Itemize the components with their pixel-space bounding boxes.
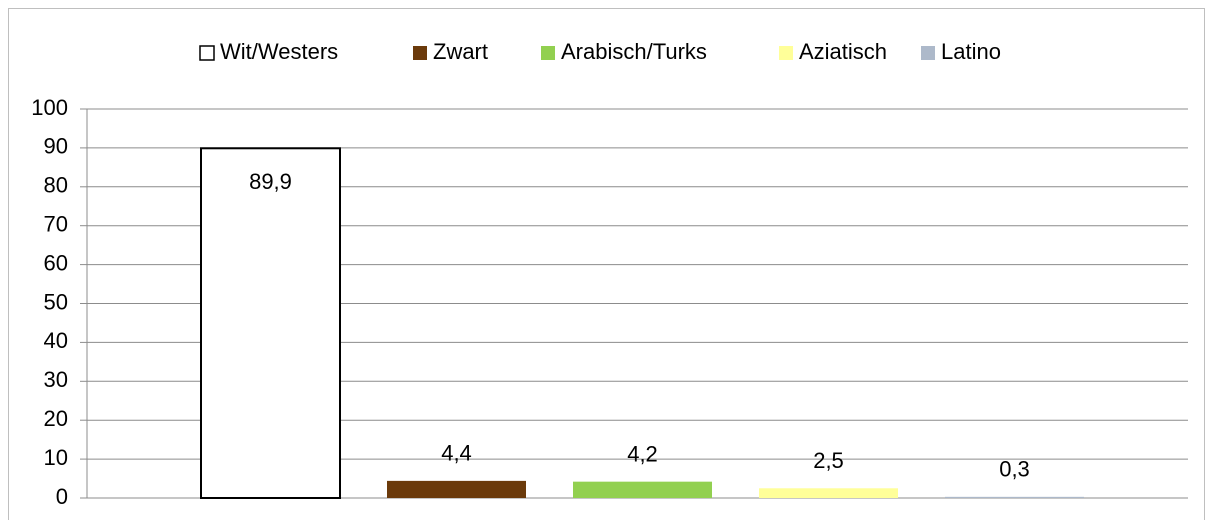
y-tick-label: 40	[44, 328, 68, 353]
value-label: 4,4	[441, 441, 472, 466]
legend-label: Wit/Westers	[220, 39, 338, 64]
y-tick-label: 0	[56, 484, 68, 509]
legend-label: Arabisch/Turks	[561, 39, 707, 64]
bar	[573, 481, 712, 498]
y-tick-label: 100	[31, 95, 68, 120]
bar	[945, 496, 1084, 498]
bar	[200, 147, 341, 499]
legend-swatch	[413, 46, 427, 60]
bar	[759, 488, 898, 498]
legend-swatch	[921, 46, 935, 60]
bar	[387, 480, 526, 498]
y-tick-label: 60	[44, 250, 68, 275]
chart-frame	[8, 8, 1205, 520]
y-tick-label: 80	[44, 173, 68, 198]
y-tick-label: 20	[44, 406, 68, 431]
y-tick-label: 50	[44, 289, 68, 314]
legend-swatch	[779, 46, 793, 60]
value-label: 0,3	[999, 457, 1030, 482]
value-label: 4,2	[627, 441, 658, 466]
legend-label: Aziatisch	[799, 39, 887, 64]
legend-label: Zwart	[433, 39, 488, 64]
y-tick-label: 10	[44, 445, 68, 470]
y-tick-label: 90	[44, 134, 68, 159]
value-label: 89,9	[249, 169, 292, 194]
legend-swatch	[541, 46, 555, 60]
y-tick-label: 70	[44, 212, 68, 237]
legend-label: Latino	[941, 39, 1001, 64]
y-tick-label: 30	[44, 367, 68, 392]
legend-swatch	[199, 45, 215, 61]
value-label: 2,5	[813, 448, 844, 473]
